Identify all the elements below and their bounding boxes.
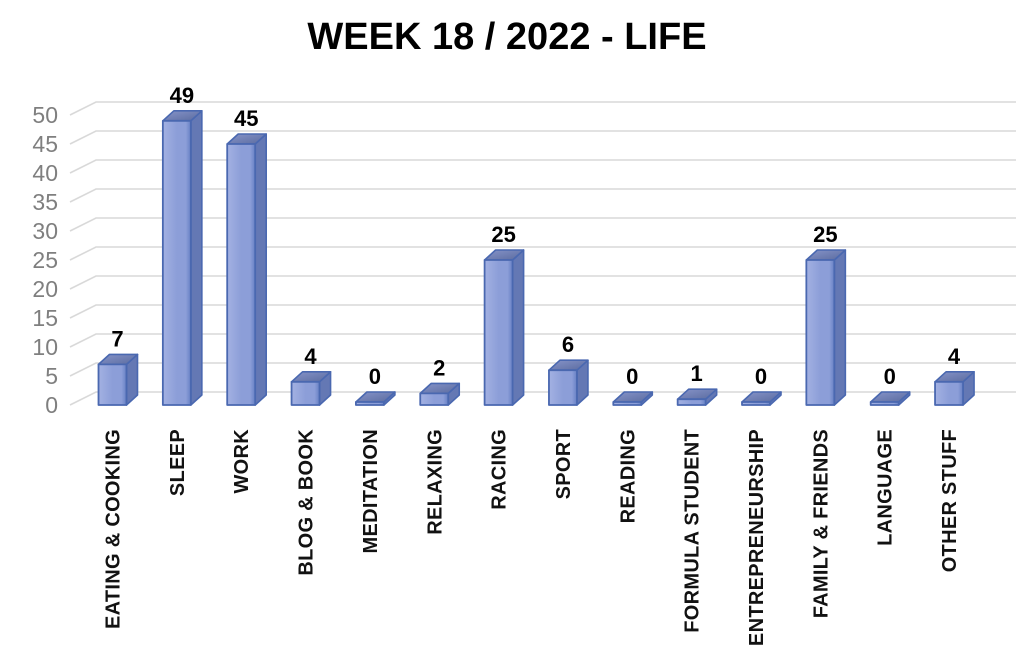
gridline [69,101,1016,116]
bar-front-face [97,363,128,406]
bar [805,249,847,406]
y-axis-tick-label: 35 [32,189,58,215]
bar-value-label: 0 [755,364,767,389]
bar-side-face [190,110,203,406]
bar-value-label: 7 [111,326,123,351]
bar [290,370,332,406]
bar [869,391,911,406]
bar-front-face [741,401,771,406]
bar-front-face [226,143,257,406]
bar [741,391,782,406]
x-axis-category-label: EATING & COOKING [103,429,125,629]
y-axis-tick-label: 50 [32,102,58,128]
bar-value-label: 0 [626,364,638,389]
bar-value-label: 45 [234,106,258,131]
x-axis-category-label: BLOG & BOOK [296,429,318,576]
bar [419,382,461,406]
gridline [69,217,1016,232]
x-axis-category-label: READING [617,429,639,523]
bar [676,388,718,406]
bar [97,353,139,406]
bar-side-face [833,249,847,406]
bar-value-label: 0 [884,364,896,389]
bar [934,370,975,406]
bar-value-label: 0 [369,364,381,389]
bar [226,133,268,406]
x-axis-category-label: FAMILY & FRIENDS [810,429,832,618]
y-axis-tick-label: 15 [32,305,58,331]
bar-front-face [483,259,514,406]
bar-value-label: 4 [948,344,961,369]
gridline [69,304,1016,319]
x-axis-category-label: WORK [231,429,253,494]
gridline [69,188,1016,203]
x-axis-category-label: ENTREPRENEURSHIP [746,429,768,646]
bar-value-label: 1 [691,361,703,386]
bar-value-label: 2 [433,355,445,380]
gridline [69,130,1016,145]
y-axis-tick-label: 30 [32,218,58,244]
bar-value-label: 49 [170,83,194,108]
bar-front-face [548,369,578,406]
bar-value-label: 25 [813,222,837,247]
bar [161,110,203,406]
x-axis-category-label: RACING [489,429,511,510]
x-axis-category-label: RELAXING [424,429,446,535]
x-axis-category-label: SLEEP [167,429,189,496]
bar-front-face [161,119,192,406]
x-axis-category-label: LANGUAGE [875,429,897,546]
y-axis: 0 5 10 15 20 25 30 35 40 45 50 [32,102,58,418]
bar-side-face [511,249,525,406]
bar-front-face [354,401,385,406]
bar-front-face [419,392,450,406]
bar-front-face [934,380,964,406]
bar [354,391,396,406]
bar-front-face [612,401,643,406]
bar-front-face [676,398,707,406]
gridline [69,362,1016,377]
y-axis-tick-label: 45 [32,131,58,157]
bar [612,391,654,406]
bar-front-face [869,401,900,406]
x-axis-category-label: SPORT [553,429,575,499]
x-axis: EATING & COOKING SLEEP WORK BLOG & BOOK MEDI… [103,429,962,646]
y-axis-tick-label: 40 [32,160,58,186]
bar-value-label: 25 [491,222,515,247]
bar-front-face [805,259,836,406]
y-axis-tick-label: 10 [32,334,58,360]
y-axis-tick-label: 25 [32,247,58,273]
y-axis-tick-label: 5 [45,363,58,389]
y-axis-tick-label: 20 [32,276,58,302]
x-axis-category-label: MEDITATION [360,429,382,553]
gridline [69,159,1016,174]
x-axis-category-label: OTHER STUFF [939,429,961,572]
bar-side-face [254,133,268,406]
x-axis-category-label: FORMULA STUDENT [682,429,704,633]
bar-front-face [290,380,321,406]
bar [548,359,589,406]
gridline [69,275,1016,290]
gridline [69,333,1016,348]
value-labels: 7 49 45 4 0 2 25 6 0 1 0 25 0 4 [111,83,961,389]
bar [483,249,525,406]
bar-value-label: 6 [562,332,574,357]
gridline [69,246,1016,261]
gridlines [69,101,1016,406]
bar-value-label: 4 [304,344,317,369]
chart-title: WEEK 18 / 2022 - LIFE [307,16,707,58]
bars [97,110,975,406]
y-axis-tick-label: 0 [45,392,58,418]
